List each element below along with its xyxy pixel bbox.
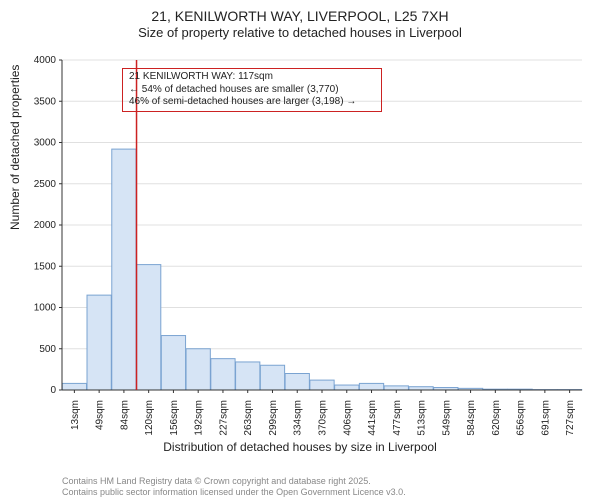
x-tick-label: 620sqm — [491, 400, 502, 436]
footer-line2: Contains public sector information licen… — [62, 487, 406, 497]
x-tick-label: 263sqm — [243, 400, 254, 436]
footer-credit: Contains HM Land Registry data © Crown c… — [62, 476, 406, 498]
y-tick-label: 0 — [50, 385, 56, 396]
x-tick-label: 120sqm — [144, 400, 155, 436]
x-tick-label: 691sqm — [540, 400, 551, 436]
footer-line1: Contains HM Land Registry data © Crown c… — [62, 476, 371, 486]
chart-title-line2: Size of property relative to detached ho… — [0, 25, 600, 41]
bar — [62, 383, 86, 390]
x-tick-label: 584sqm — [466, 400, 477, 436]
y-tick-label: 1000 — [34, 303, 57, 314]
x-tick-label: 549sqm — [441, 400, 452, 436]
x-tick-label: 406sqm — [342, 400, 353, 436]
y-tick-label: 500 — [39, 344, 56, 355]
annotation-box: 21 KENILWORTH WAY: 117sqm ← 54% of detac… — [122, 68, 382, 112]
x-tick-label: 227sqm — [218, 400, 229, 436]
x-tick-label: 84sqm — [119, 400, 130, 430]
bar — [87, 295, 111, 390]
bar — [285, 374, 309, 391]
bar — [211, 359, 235, 390]
x-tick-label: 656sqm — [516, 400, 527, 436]
bar — [260, 365, 284, 390]
y-tick-label: 1500 — [34, 261, 57, 272]
x-tick-label: 192sqm — [194, 400, 205, 436]
chart-area: 0500100015002000250030003500400013sqm49s… — [62, 50, 582, 420]
bar — [161, 336, 185, 390]
x-tick-label: 477sqm — [392, 400, 403, 436]
annotation-line1: ← 54% of detached houses are smaller (3,… — [129, 84, 375, 97]
y-tick-label: 2500 — [34, 179, 57, 190]
annotation-title: 21 KENILWORTH WAY: 117sqm — [129, 71, 375, 84]
bar — [137, 265, 161, 390]
y-tick-label: 2000 — [34, 220, 57, 231]
bar — [384, 386, 408, 390]
x-tick-label: 727sqm — [565, 400, 576, 436]
bar — [112, 149, 136, 390]
bar — [359, 383, 383, 390]
x-tick-label: 299sqm — [268, 400, 279, 436]
y-tick-label: 4000 — [34, 55, 57, 66]
x-tick-label: 441sqm — [367, 400, 378, 436]
x-tick-label: 156sqm — [169, 400, 180, 436]
annotation-line2: 46% of semi-detached houses are larger (… — [129, 96, 375, 109]
bar — [310, 380, 334, 390]
chart-title-line1: 21, KENILWORTH WAY, LIVERPOOL, L25 7XH — [0, 8, 600, 25]
y-tick-label: 3500 — [34, 96, 57, 107]
chart-svg: 0 500 1000 1500 2000 2500 3000 3500 4000 13sqm 49s… — [22, 50, 600, 470]
x-tick-label: 370sqm — [318, 400, 329, 436]
bar — [236, 362, 260, 390]
bar — [335, 385, 359, 390]
y-axis-label: Number of detached properties — [8, 65, 22, 230]
x-tick-label: 13sqm — [70, 400, 81, 430]
chart-title-block: 21, KENILWORTH WAY, LIVERPOOL, L25 7XH S… — [0, 0, 600, 40]
bar — [186, 349, 210, 390]
x-tick-label: 334sqm — [293, 400, 304, 436]
y-tick-label: 3000 — [34, 138, 57, 149]
x-tick-label: 49sqm — [95, 400, 106, 430]
x-tick-label: 513sqm — [417, 400, 428, 436]
